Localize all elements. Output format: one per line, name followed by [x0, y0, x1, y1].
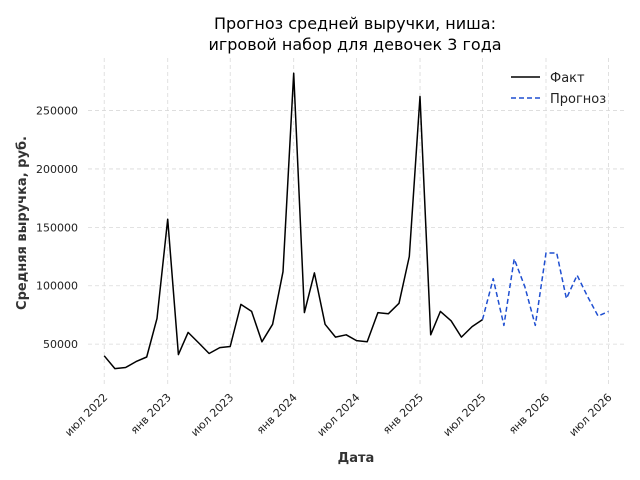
y-axis-ticks: 50000 100000 150000 200000 250000	[36, 105, 78, 352]
x-tick-label: июл 2024	[315, 391, 363, 439]
y-axis-label: Средняя выручка, руб.	[15, 136, 30, 310]
forecast-line	[481, 252, 609, 327]
y-tick-label: 200000	[36, 163, 78, 176]
chart-title-line-1: Прогноз средней выручки, ниша:	[214, 14, 496, 33]
fact-line	[103, 72, 483, 370]
chart-title-line-2: игровой набор для девочек 3 года	[208, 35, 501, 54]
x-tick-label: янв 2024	[254, 391, 300, 437]
x-tick-label: июл 2023	[188, 391, 236, 439]
x-tick-label: июл 2026	[567, 391, 615, 439]
x-axis-ticks: июл 2022 янв 2023 июл 2023 янв 2024 июл 2024…	[62, 391, 614, 439]
legend-label-fact: Факт	[550, 71, 585, 86]
y-tick-label: 50000	[43, 338, 78, 351]
x-tick-label: июл 2022	[62, 391, 110, 439]
x-axis-label: Дата	[338, 451, 375, 466]
legend-label-forecast: Прогноз	[550, 92, 606, 107]
x-tick-label: янв 2026	[506, 391, 552, 437]
y-tick-label: 250000	[36, 105, 78, 118]
series-lines	[103, 72, 609, 370]
y-tick-label: 100000	[36, 280, 78, 293]
legend: Факт Прогноз	[511, 71, 606, 107]
y-tick-label: 150000	[36, 221, 78, 234]
x-tick-label: июл 2025	[441, 391, 489, 439]
x-tick-label: янв 2025	[380, 391, 426, 437]
x-tick-label: янв 2023	[128, 391, 174, 437]
